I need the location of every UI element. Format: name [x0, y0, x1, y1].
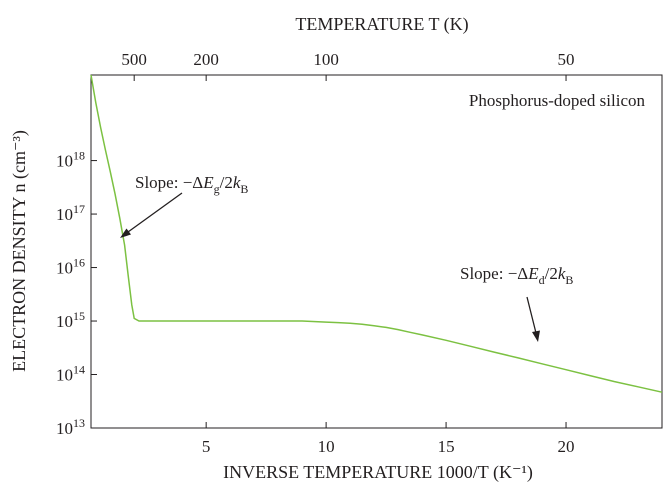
slope-gap-annotation: Slope: −ΔEg/2kB [135, 173, 248, 196]
top-tick-label: 50 [558, 50, 575, 69]
x-tick-label: 5 [202, 437, 211, 456]
y-tick-label: 1014 [56, 363, 85, 385]
slope-donor-annotation: Slope: −ΔEd/2kB [460, 264, 573, 287]
tick-group [91, 75, 567, 429]
chart-title: Phosphorus-doped silicon [469, 91, 646, 110]
y-tick-label: 1016 [56, 256, 85, 278]
top-tick-label: 500 [121, 50, 147, 69]
electron-density-curve [90, 74, 663, 393]
x-axis-title: INVERSE TEMPERATURE 1000/T (K⁻¹) [223, 462, 533, 483]
x-tick-label: 10 [318, 437, 335, 456]
top-tick-label: 200 [193, 50, 219, 69]
y-tick-label: 1015 [56, 309, 85, 331]
y-axis-title: ELECTRON DENSITY n (cm⁻³) [9, 130, 30, 372]
slope-gap-arrowhead [120, 228, 131, 238]
top-axis-title: TEMPERATURE T (K) [295, 14, 468, 35]
slope-gap-arrow [127, 192, 183, 233]
plot-frame [90, 74, 663, 429]
slope-donor-arrowhead [532, 330, 540, 342]
slope-donor-arrow [526, 296, 537, 334]
x-tick-label: 15 [438, 437, 455, 456]
y-tick-label: 1013 [56, 416, 85, 438]
y-tick-label: 1017 [56, 202, 85, 224]
top-tick-label: 100 [313, 50, 339, 69]
y-tick-label: 1018 [56, 149, 85, 171]
x-tick-label: 20 [558, 437, 575, 456]
